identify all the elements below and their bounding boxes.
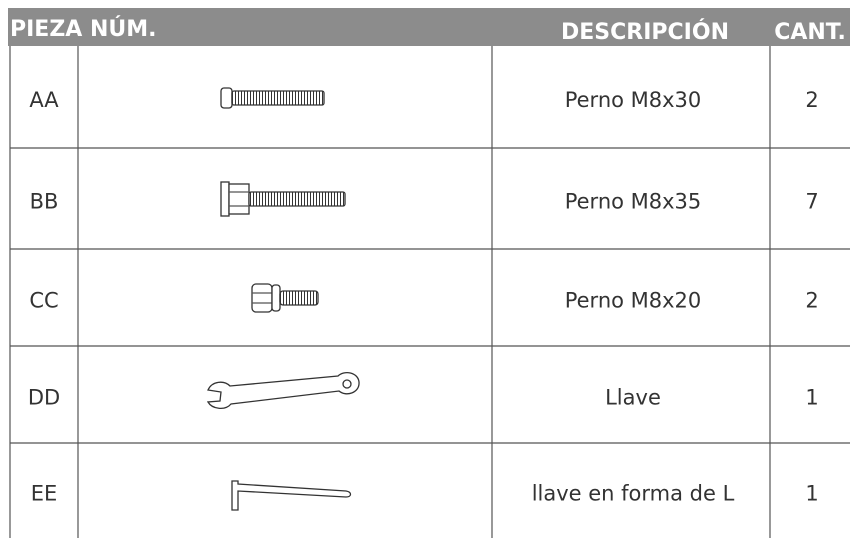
description: llave en forma de L bbox=[532, 482, 735, 506]
part-id: AA bbox=[29, 88, 59, 112]
header-description: DESCRIPCIÓN bbox=[561, 19, 729, 45]
bolt-aa-icon bbox=[220, 87, 325, 109]
description: Perno M8x30 bbox=[565, 88, 702, 112]
bolt-cc-icon bbox=[251, 283, 319, 313]
quantity: 1 bbox=[805, 482, 818, 506]
quantity: 1 bbox=[805, 386, 818, 410]
header-quantity: CANT. bbox=[774, 20, 846, 45]
quantity: 2 bbox=[805, 289, 818, 313]
grid bbox=[9, 46, 771, 538]
quantity: 2 bbox=[805, 88, 818, 112]
quantity: 7 bbox=[805, 190, 818, 214]
part-id: CC bbox=[29, 289, 58, 313]
part-id: DD bbox=[28, 386, 60, 410]
header-part: PIEZA NÚM. bbox=[10, 16, 157, 42]
part-id: BB bbox=[30, 190, 59, 214]
description: Perno M8x20 bbox=[565, 289, 702, 313]
description: Perno M8x35 bbox=[565, 190, 702, 214]
bolt-bb-icon bbox=[220, 181, 346, 217]
wrench-icon bbox=[206, 371, 360, 409]
description: Llave bbox=[605, 386, 661, 410]
part-id: EE bbox=[31, 482, 58, 506]
header-bar bbox=[8, 8, 850, 46]
l-key-icon bbox=[231, 480, 352, 511]
